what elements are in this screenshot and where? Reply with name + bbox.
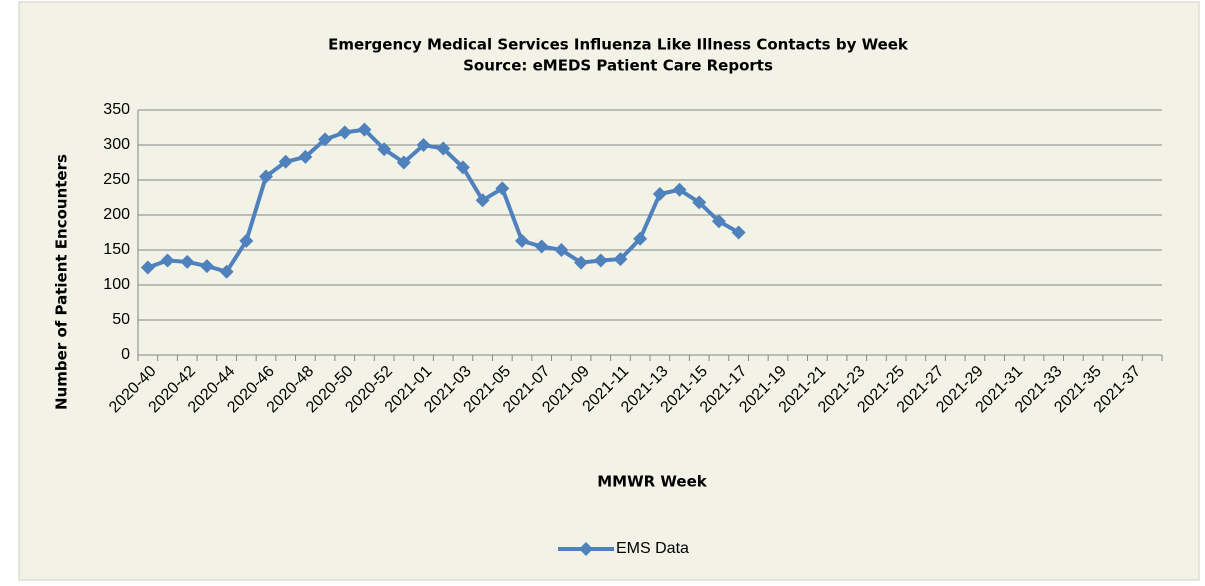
data-point [219,264,234,279]
data-point [672,182,687,197]
y-tick-label: 250 [103,171,130,188]
data-point [318,132,333,147]
legend-marker [579,542,593,556]
y-tick-label: 100 [103,276,130,293]
data-point [396,155,411,170]
data-point [731,225,746,240]
y-tick-label: 150 [103,241,130,258]
chart-area [18,1,1200,581]
data-point [278,154,293,169]
data-point [199,259,214,274]
data-point [613,252,628,267]
y-tick-label: 50 [112,311,130,328]
data-point [554,243,569,257]
data-point [475,193,490,208]
data-point [633,231,648,246]
data-point [652,187,667,201]
data-point [377,142,392,157]
data-point [534,239,549,254]
data-point [692,195,707,210]
y-tick-label: 300 [103,136,130,153]
y-axis-title: Number of Patient Encounters [53,154,71,410]
data-point [416,138,431,152]
chart-title: Emergency Medical Services Influenza Lik… [328,36,909,54]
data-point [337,125,352,140]
y-tick-label: 350 [103,101,130,118]
data-point [574,255,589,270]
data-point [593,253,608,268]
data-point [495,181,510,196]
data-point [298,149,313,164]
x-axis-title: MMWR Week [597,473,708,491]
data-point [180,254,195,269]
data-point [455,160,470,175]
data-point [140,260,155,275]
y-tick-label: 200 [103,206,130,223]
data-point [711,214,726,229]
data-point [239,233,254,248]
data-point [436,141,451,156]
data-point [160,253,175,268]
data-point [515,233,529,248]
data-point [259,169,273,184]
y-tick-label: 0 [121,346,130,363]
chart-subtitle: Source: eMEDS Patient Care Reports [463,57,773,75]
data-point [357,122,372,137]
legend-label: EMS Data [616,540,689,557]
